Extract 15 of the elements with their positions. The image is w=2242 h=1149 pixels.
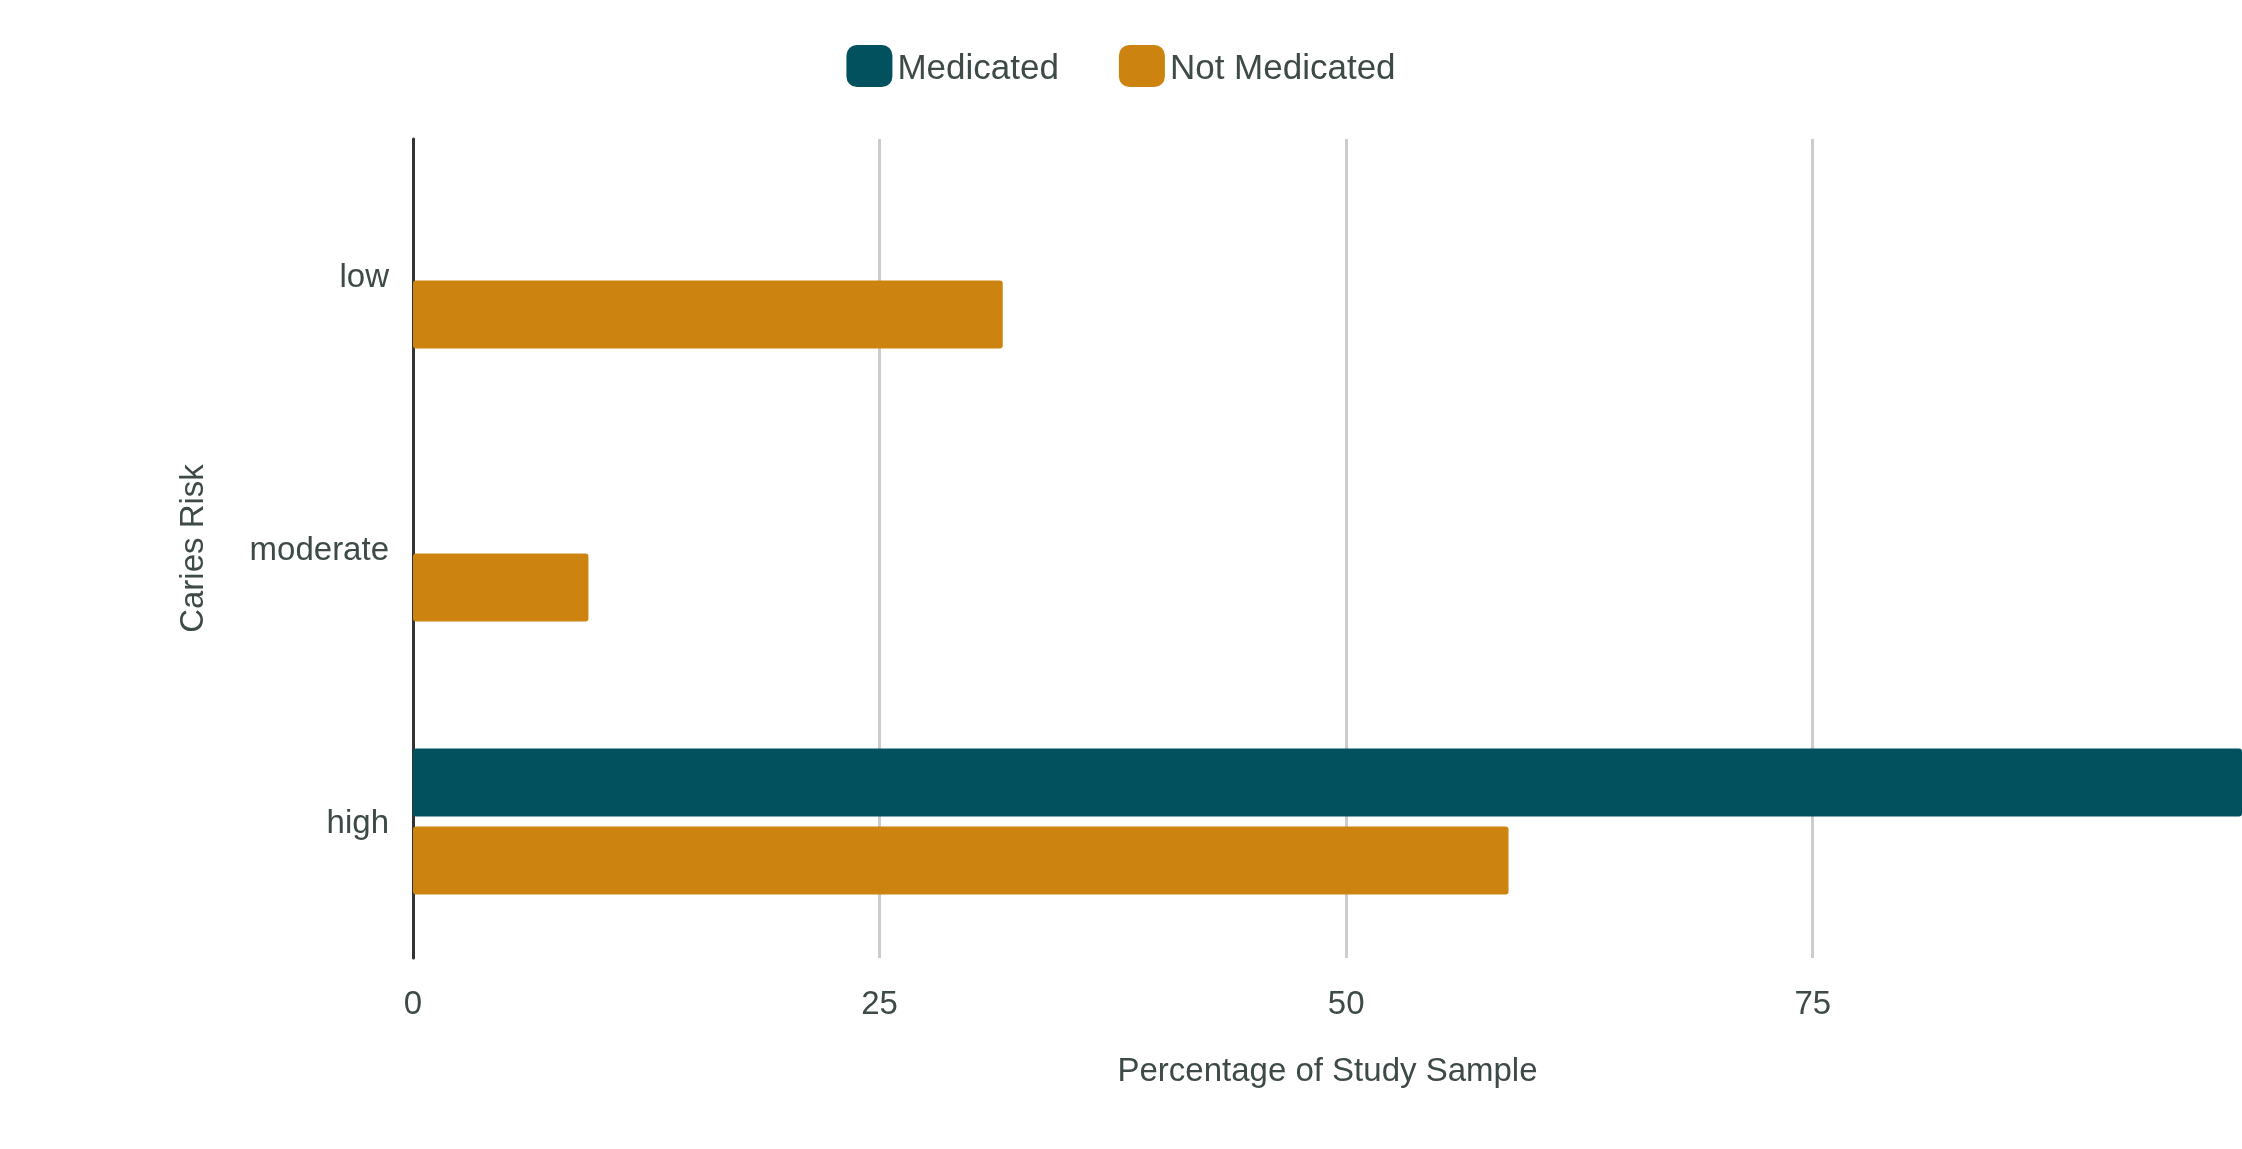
bar [413, 553, 589, 622]
y-tick-label: low [339, 257, 390, 294]
bar [413, 748, 2242, 817]
y-tick-label: moderate [249, 530, 389, 567]
bar [413, 280, 1003, 349]
x-tick-label: 0 [403, 984, 423, 1021]
x-tick-label: 75 [1794, 984, 1832, 1021]
y-axis-title: Caries Risk [173, 463, 210, 633]
legend-label: Not Medicated [1169, 46, 1396, 86]
x-axis-title: Percentage of Study Sample [1117, 1051, 1538, 1088]
x-tick-label: 50 [1327, 984, 1365, 1021]
y-tick-label: high [326, 803, 389, 840]
legend-label: Medicated [897, 46, 1059, 86]
x-tick-label: 25 [861, 984, 898, 1021]
bar [413, 826, 1509, 895]
